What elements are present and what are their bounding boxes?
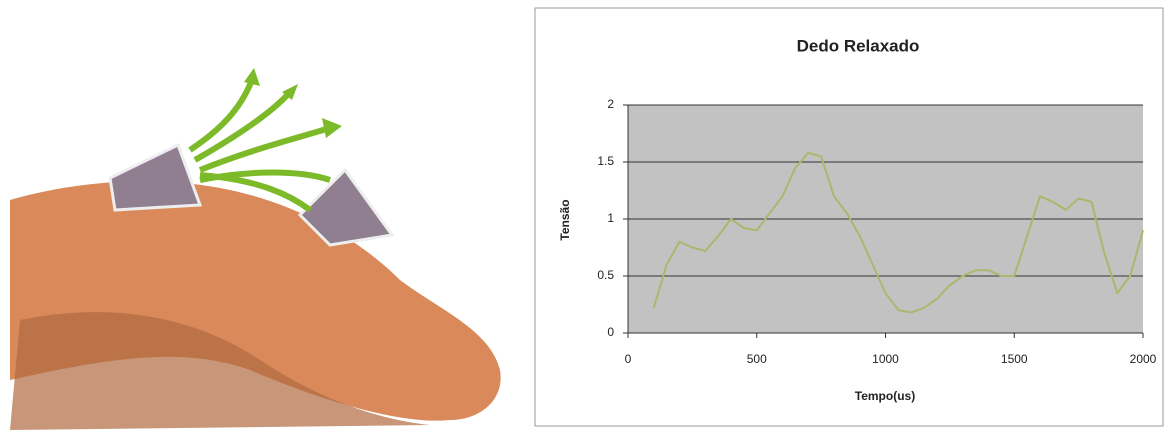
y-axis-label: Tensão bbox=[558, 199, 572, 240]
y-tick-label: 0.5 bbox=[597, 268, 614, 282]
x-tick-label: 2000 bbox=[1130, 352, 1157, 366]
y-tick-label: 1.5 bbox=[597, 154, 614, 168]
y-tick-label: 1 bbox=[607, 211, 614, 225]
chart-title: Dedo Relaxado bbox=[797, 36, 920, 55]
x-tick-label: 1500 bbox=[1001, 352, 1028, 366]
sensor bbox=[110, 145, 200, 210]
y-tick-label: 2 bbox=[607, 97, 614, 111]
page: Dedo Relaxado Tempo(us) Tensão 0 0.5 1 1.5 2… bbox=[0, 0, 1169, 430]
x-tick-label: 0 bbox=[625, 352, 632, 366]
y-tick-label: 0 bbox=[607, 325, 614, 339]
x-tick-label: 1000 bbox=[872, 352, 899, 366]
x-axis-label: Tempo(us) bbox=[855, 389, 915, 403]
figure: Dedo Relaxado Tempo(us) Tensão 0 0.5 1 1.5 2… bbox=[0, 0, 1169, 430]
x-tick-label: 500 bbox=[747, 352, 767, 366]
finger-photo bbox=[10, 68, 501, 430]
arrow-heads bbox=[244, 68, 342, 138]
